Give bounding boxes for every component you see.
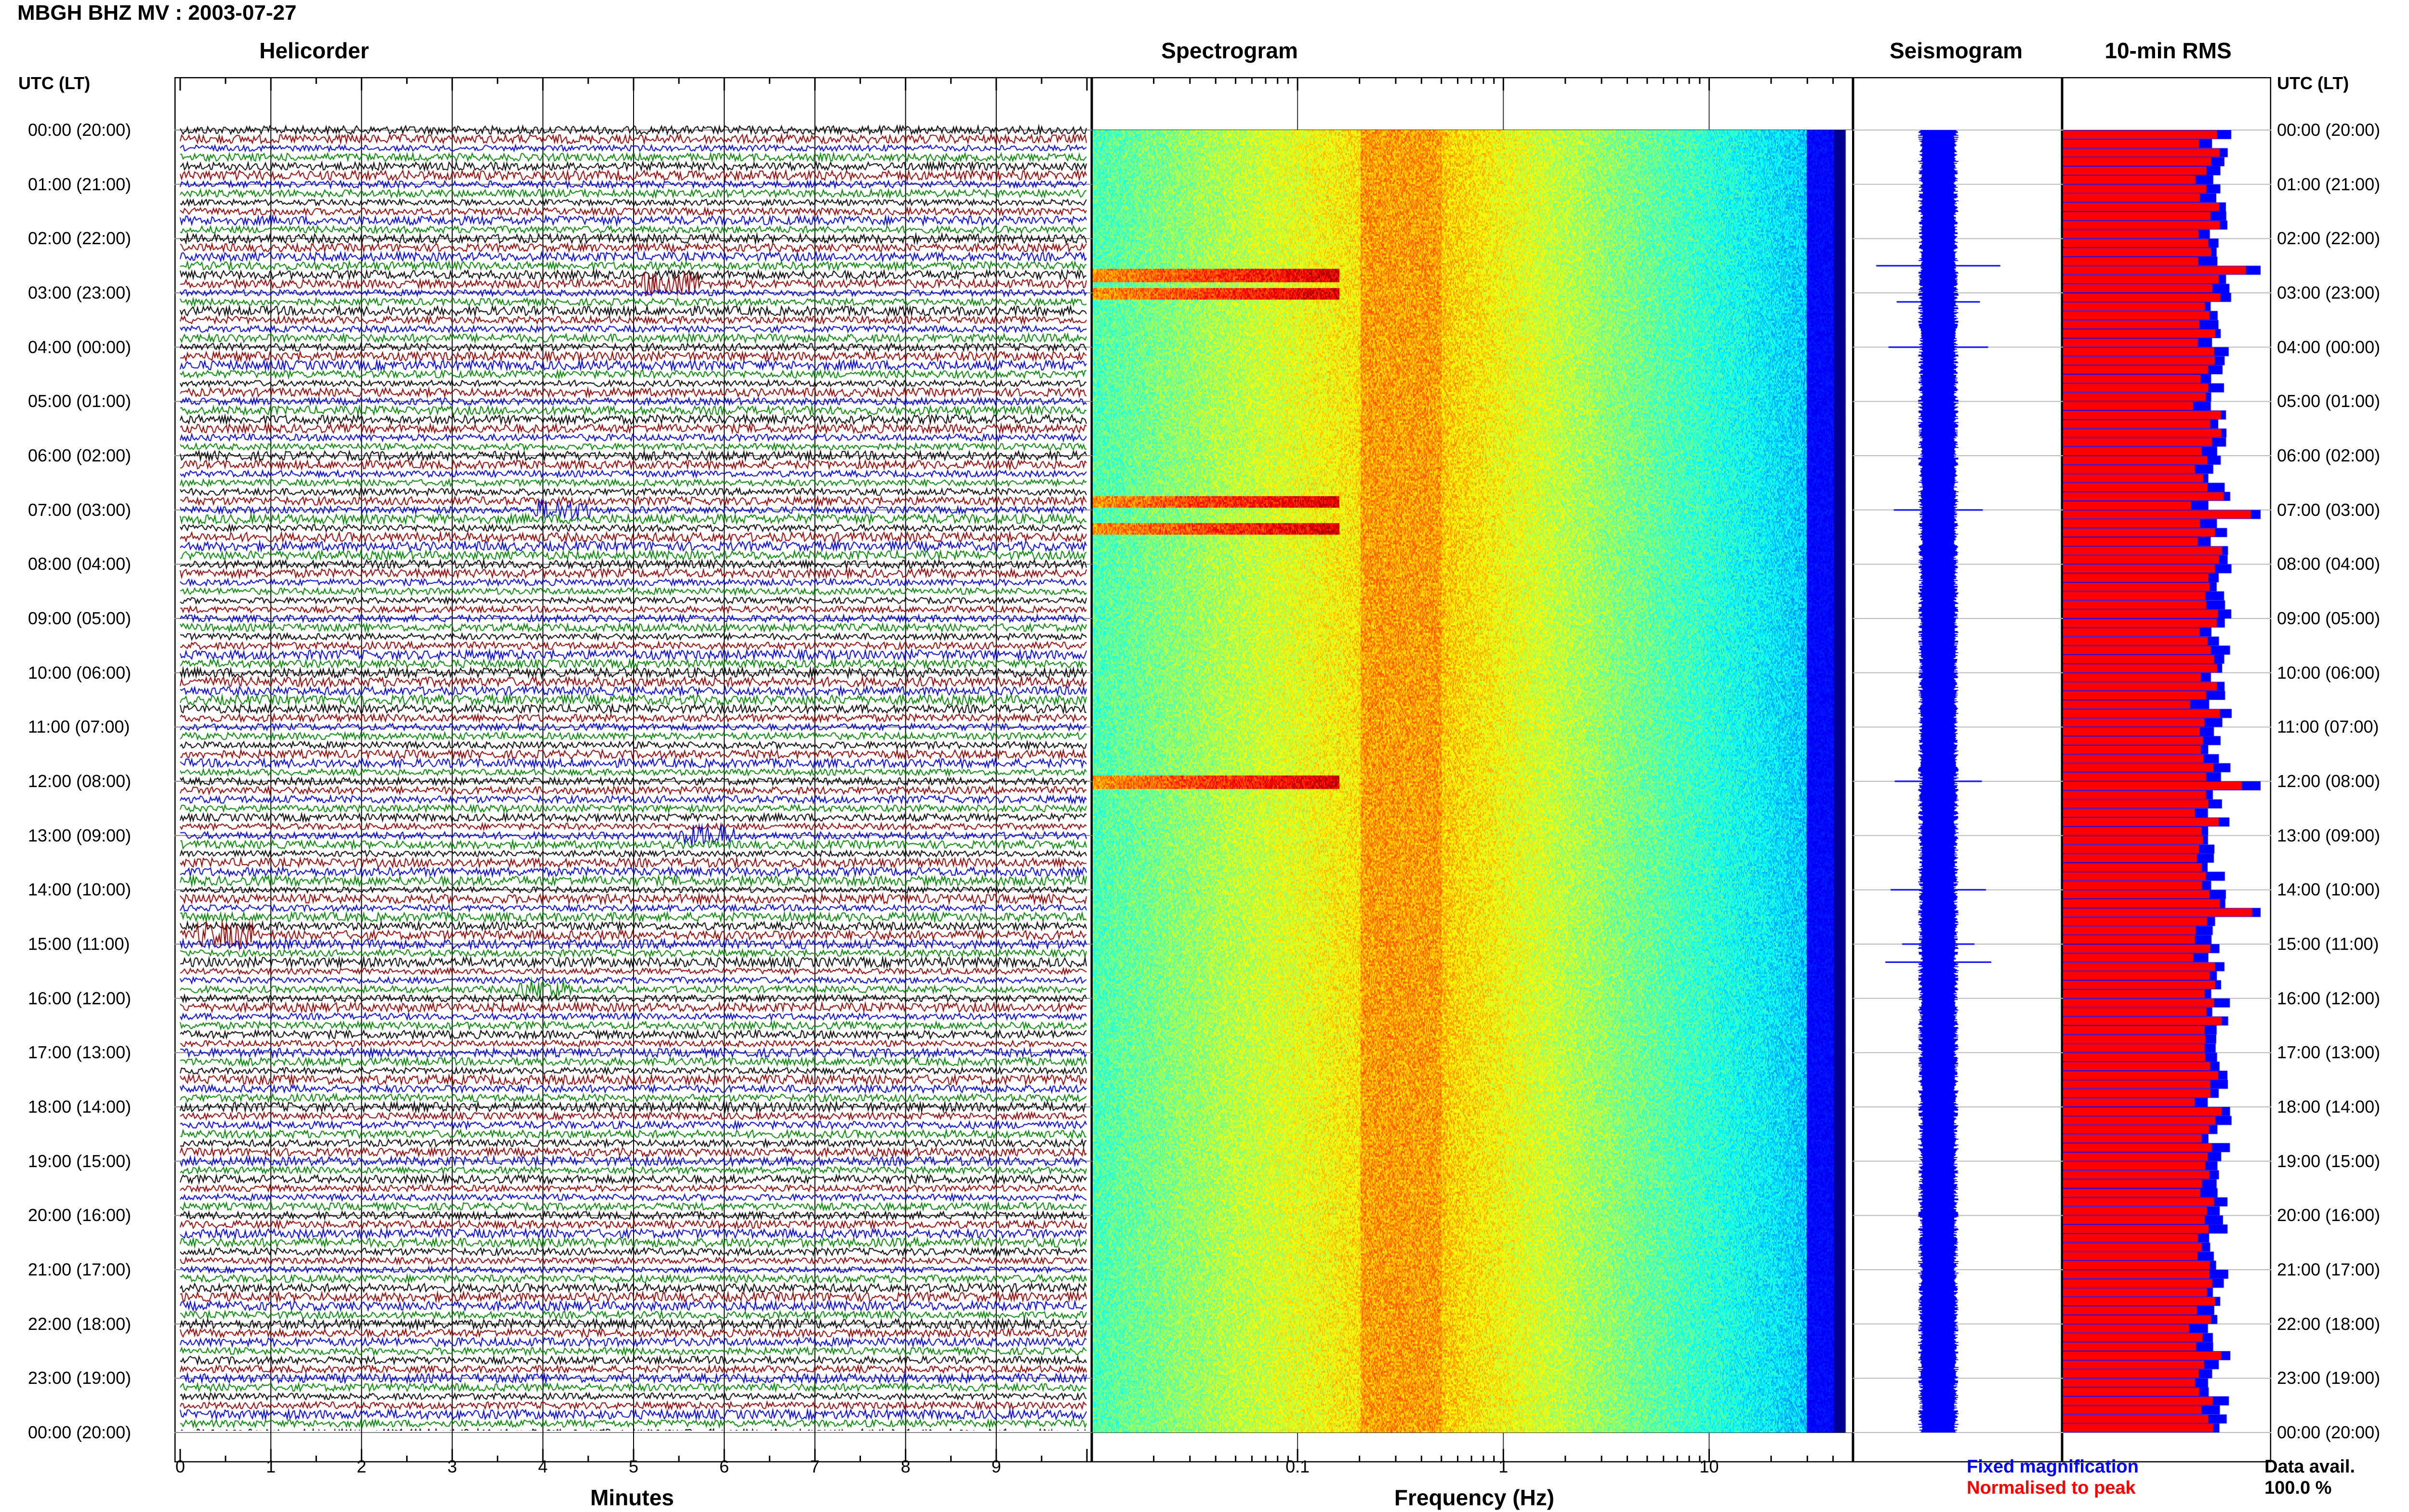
left-time-label: 11:00 (07:00) — [28, 717, 130, 737]
minute-tick-label: 7 — [810, 1457, 820, 1476]
left-time-label: 01:00 (21:00) — [28, 174, 132, 194]
right-time-label: 07:00 (03:00) — [2277, 500, 2381, 520]
minute-tick-label: 6 — [719, 1457, 729, 1476]
legend-fixed-magnification: Fixed magnification — [1967, 1457, 2139, 1477]
left-time-label: 04:00 (00:00) — [28, 337, 132, 357]
left-time-label: 16:00 (12:00) — [28, 988, 132, 1008]
left-time-label: 13:00 (09:00) — [28, 825, 132, 845]
right-time-label: 09:00 (05:00) — [2277, 608, 2381, 628]
left-time-label: 21:00 (17:00) — [28, 1260, 132, 1279]
frequency-axis-label: Frequency (Hz) — [1394, 1485, 1555, 1510]
right-time-label: 04:00 (00:00) — [2277, 337, 2381, 357]
right-time-label: 16:00 (12:00) — [2277, 988, 2381, 1008]
right-time-label: 15:00 (11:00) — [2277, 934, 2379, 954]
left-time-label: 00:00 (20:00) — [28, 1422, 132, 1442]
left-time-label: 17:00 (13:00) — [28, 1042, 132, 1063]
panel-title-spectrogram: Spectrogram — [1161, 38, 1298, 63]
chart-title: MBGH BHZ MV : 2003-07-27 — [17, 1, 297, 25]
frequency-tick-label: 10 — [1699, 1457, 1719, 1476]
panel-title-helicorder: Helicorder — [259, 38, 369, 63]
left-time-label: 02:00 (22:00) — [28, 228, 132, 249]
left-time-label: 12:00 (08:00) — [28, 771, 132, 791]
minute-tick-label: 5 — [628, 1457, 639, 1476]
left-time-label: 18:00 (14:00) — [28, 1097, 132, 1117]
spectrogram-heatmap — [1093, 130, 1852, 1433]
panel-border — [1853, 77, 2062, 1462]
frequency-tick-label: 1 — [1498, 1457, 1509, 1476]
utc-header-left: UTC (LT) — [18, 73, 91, 93]
minutes-axis-label: Minutes — [590, 1485, 674, 1510]
left-time-label: 06:00 (02:00) — [28, 446, 132, 465]
right-time-label: 17:00 (13:00) — [2277, 1042, 2381, 1063]
panel-title-rms: 10-min RMS — [2105, 38, 2232, 63]
minute-tick-label: 9 — [991, 1457, 1001, 1476]
minute-tick-label: 0 — [175, 1457, 185, 1476]
rms-bars — [2063, 130, 2270, 1433]
left-time-label: 19:00 (15:00) — [28, 1151, 132, 1171]
right-time-label: 06:00 (02:00) — [2277, 446, 2381, 465]
seismogram-trace — [1854, 130, 2061, 1433]
right-time-label: 03:00 (23:00) — [2277, 283, 2381, 302]
left-time-label: 00:00 (20:00) — [28, 120, 132, 140]
right-time-label: 14:00 (10:00) — [2277, 880, 2381, 900]
right-time-label: 18:00 (14:00) — [2277, 1097, 2381, 1117]
left-time-label: 23:00 (19:00) — [28, 1368, 132, 1388]
utc-header-right: UTC (LT) — [2277, 73, 2349, 93]
panel-border — [2062, 77, 2271, 1462]
panel-border — [1092, 77, 1853, 1462]
right-time-label: 05:00 (01:00) — [2277, 391, 2381, 411]
right-time-label: 01:00 (21:00) — [2277, 174, 2381, 194]
legend-normalised-to-peak: Normalised to peak — [1967, 1478, 2136, 1498]
right-time-label: 19:00 (15:00) — [2277, 1151, 2381, 1171]
right-time-label: 00:00 (20:00) — [2277, 120, 2381, 140]
right-time-label: 00:00 (20:00) — [2277, 1422, 2381, 1442]
right-time-label: 12:00 (08:00) — [2277, 771, 2381, 791]
right-time-label: 10:00 (06:00) — [2277, 662, 2381, 683]
left-time-label: 03:00 (23:00) — [28, 283, 132, 302]
left-time-label: 10:00 (06:00) — [28, 662, 132, 683]
data-availability-label: Data avail. — [2264, 1457, 2355, 1477]
data-availability-value: 100.0 % — [2264, 1478, 2332, 1498]
right-time-label: 22:00 (18:00) — [2277, 1314, 2381, 1334]
left-time-label: 07:00 (03:00) — [28, 500, 132, 520]
left-time-label: 20:00 (16:00) — [28, 1205, 132, 1225]
frequency-tick-label: 0.1 — [1285, 1457, 1310, 1476]
left-time-label: 14:00 (10:00) — [28, 880, 132, 900]
minute-tick-label: 2 — [357, 1457, 367, 1476]
right-time-label: 23:00 (19:00) — [2277, 1368, 2381, 1388]
right-time-label: 08:00 (04:00) — [2277, 554, 2381, 574]
minute-tick-label: 8 — [900, 1457, 911, 1476]
right-time-label: 21:00 (17:00) — [2277, 1260, 2381, 1279]
right-time-label: 11:00 (07:00) — [2277, 717, 2379, 737]
left-time-label: 05:00 (01:00) — [28, 391, 132, 411]
left-time-label: 15:00 (11:00) — [28, 934, 130, 954]
right-time-label: 20:00 (16:00) — [2277, 1205, 2381, 1225]
right-time-label: 13:00 (09:00) — [2277, 825, 2381, 845]
right-time-label: 02:00 (22:00) — [2277, 228, 2381, 249]
minute-tick-label: 1 — [266, 1457, 276, 1476]
panel-title-seismogram: Seismogram — [1889, 38, 2023, 63]
left-time-label: 09:00 (05:00) — [28, 608, 132, 628]
left-time-label: 08:00 (04:00) — [28, 554, 132, 574]
minute-tick-label: 3 — [447, 1457, 457, 1476]
minute-tick-label: 4 — [538, 1457, 548, 1476]
helicorder-traces — [178, 120, 1088, 1431]
left-time-label: 22:00 (18:00) — [28, 1314, 132, 1334]
